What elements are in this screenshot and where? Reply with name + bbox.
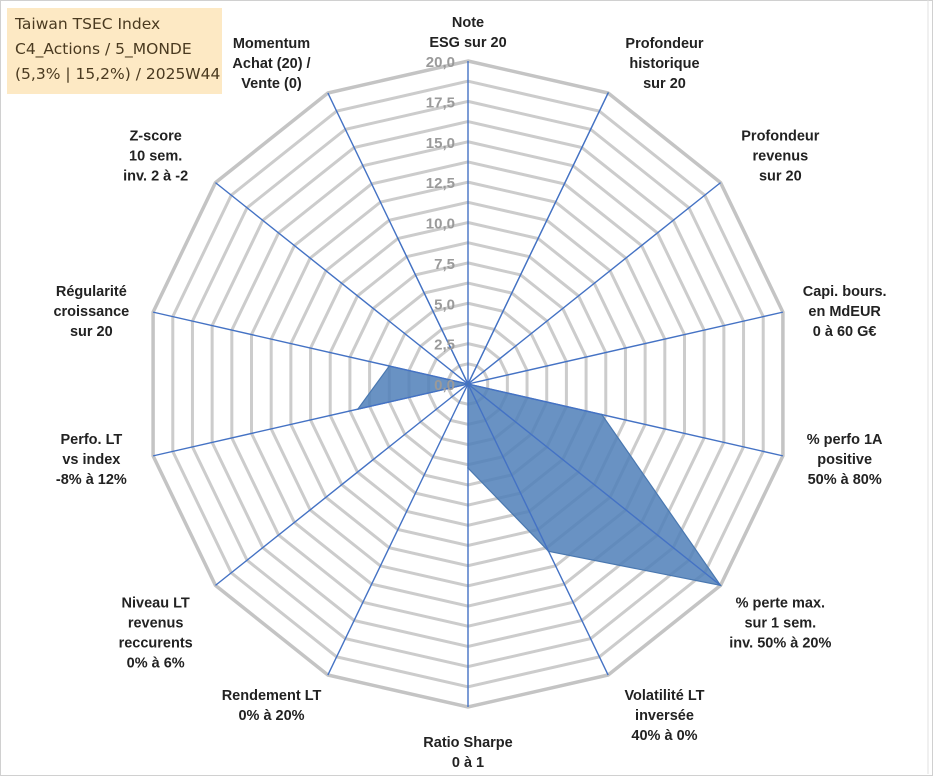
axis-label-line: % perfo 1A — [807, 432, 883, 448]
series-point — [356, 408, 359, 410]
axis-label-line: ESG sur 20 — [429, 35, 506, 51]
tick-label: 0,0 — [434, 377, 455, 394]
axis-label-line: 10 sem. — [129, 148, 182, 164]
tick-label: 7,5 — [434, 256, 455, 273]
axis-label: Régularité croissance sur 20 — [53, 284, 129, 340]
axis-label-line: Perfo. LT — [60, 432, 122, 448]
axis-label: Note ESG sur 20 — [429, 15, 506, 51]
axis-label-line: sur 20 — [70, 324, 113, 340]
axis-label-line: 0 à 60 G€ — [813, 324, 877, 340]
tick-label: 15,0 — [426, 135, 455, 152]
axis-label: % perte max. sur 1 sem. inv. 50% à 20% — [729, 596, 831, 652]
axis-label-line: % perte max. — [736, 596, 825, 612]
tick-label: 12,5 — [426, 175, 455, 192]
axis-label: Z-score 10 sem. inv. 2 à -2 — [123, 128, 188, 184]
chart-title-box: Taiwan TSEC Index C4_Actions / 5_MONDE (… — [7, 8, 222, 94]
axis-label-line: Vente (0) — [241, 76, 302, 92]
tick-label: 20,0 — [426, 54, 455, 71]
series-point — [547, 550, 550, 553]
tick-label: 17,5 — [426, 94, 455, 111]
axis-label-line: 40% à 0% — [631, 728, 697, 744]
axis-label-line: reccurents — [119, 636, 193, 652]
axis-label-line: Ratio Sharpe — [423, 735, 512, 751]
axis-label-line: historique — [629, 56, 699, 72]
title-line-3: (5,3% | 15,2%) / 2025W44 — [15, 65, 221, 83]
axis-label: % perfo 1A positive 50% à 80% — [807, 432, 883, 488]
axis-label-line: 0% à 20% — [238, 708, 304, 724]
right-edge-marks — [927, 0, 929, 774]
axis-spoke — [215, 383, 469, 586]
axis-spoke — [152, 383, 469, 457]
axis-label-line: Niveau LT — [122, 596, 190, 612]
axis-label-line: sur 20 — [759, 168, 802, 184]
axis-label-line: sur 1 sem. — [744, 616, 816, 632]
series-point — [388, 365, 391, 367]
axis-label-line: Profondeur — [625, 36, 703, 52]
axis-label-line: positive — [817, 452, 872, 468]
axis-label-line: en MdEUR — [808, 304, 881, 320]
axis-label: Rendement LT 0% à 20% — [222, 688, 322, 724]
title-line-2: C4_Actions / 5_MONDE — [15, 40, 192, 58]
axis-spoke — [327, 383, 469, 676]
series-point — [467, 467, 469, 469]
axis-label-line: sur 20 — [643, 76, 686, 92]
axis-label: Perfo. LT vs index -8% à 12% — [56, 432, 127, 488]
axis-spoke — [467, 92, 609, 385]
axis-label: Niveau LT revenus reccurents 0% à 6% — [119, 596, 193, 672]
tick-label: 5,0 — [434, 296, 455, 313]
axis-label-line: Momentum — [233, 36, 310, 52]
series-point — [719, 584, 722, 587]
axis-label: Profondeur historique sur 20 — [625, 36, 703, 92]
series-point — [607, 92, 609, 94]
axis-label-line: revenus — [753, 148, 809, 164]
series-point — [467, 383, 469, 385]
axis-label-line: 0% à 6% — [127, 656, 185, 672]
axis-label-line: 0 à 1 — [452, 755, 484, 771]
tick-label: 10,0 — [426, 216, 455, 233]
series-point — [601, 413, 603, 416]
axis-label-line: -8% à 12% — [56, 472, 127, 488]
series-point — [397, 237, 399, 240]
axis-label: Volatilité LT inversée 40% à 0% — [624, 688, 704, 744]
axis-label: Momentum Achat (20) / Vente (0) — [232, 36, 310, 92]
axis-spoke — [215, 182, 469, 385]
axis-label-line: Note — [452, 15, 484, 31]
axis-label: Profondeur revenus sur 20 — [741, 128, 819, 184]
axis-label-line: vs index — [62, 452, 120, 468]
axis-label-line: 50% à 80% — [808, 472, 882, 488]
tick-label: 2,5 — [434, 337, 455, 354]
radar-spokes — [152, 61, 784, 707]
axis-spoke — [467, 383, 609, 676]
axis-label-line: Z-score — [129, 128, 181, 144]
axis-label-line: inv. 50% à 20% — [729, 636, 831, 652]
axis-label-line: Capi. bours. — [803, 284, 887, 300]
axis-spoke — [152, 311, 469, 385]
axis-label-line: Rendement LT — [222, 688, 322, 704]
axis-label-line: Profondeur — [741, 128, 819, 144]
axis-label: Ratio Sharpe 0 à 1 — [423, 735, 512, 771]
axis-spoke — [467, 383, 721, 586]
axis-label-line: inv. 2 à -2 — [123, 168, 188, 184]
axis-label-line: croissance — [53, 304, 129, 320]
axis-label-line: Volatilité LT — [624, 688, 704, 704]
title-line-1: Taiwan TSEC Index — [15, 15, 161, 33]
axis-spoke — [467, 311, 784, 385]
axis-label-line: Régularité — [56, 284, 127, 300]
axis-label: Capi. bours. en MdEUR 0 à 60 G€ — [803, 284, 887, 340]
axis-label-line: inversée — [635, 708, 694, 724]
axis-label-line: revenus — [128, 616, 184, 632]
axis-spoke — [467, 182, 721, 385]
axis-label-line: Achat (20) / — [232, 56, 310, 72]
axis-spoke — [467, 383, 784, 457]
